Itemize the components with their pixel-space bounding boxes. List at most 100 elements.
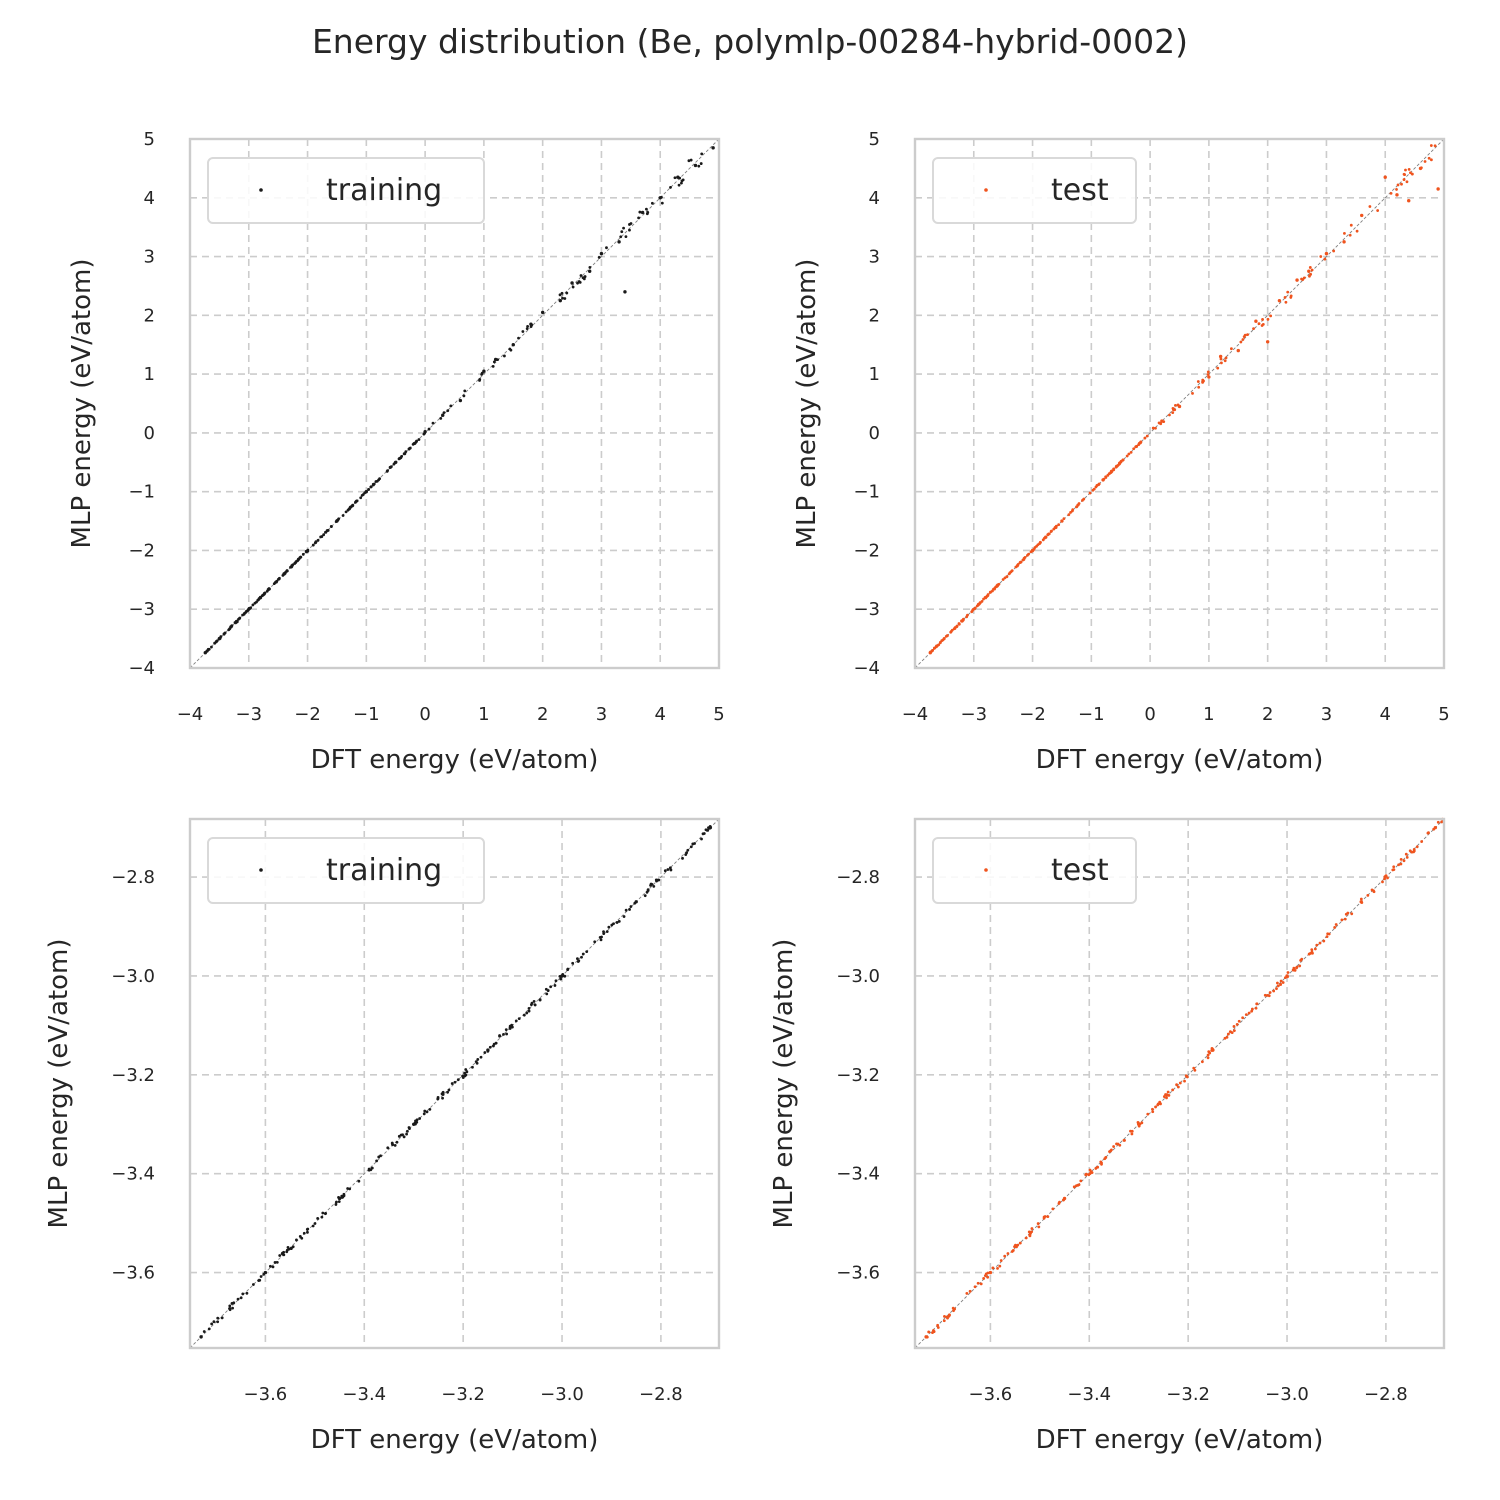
data-point <box>700 837 703 841</box>
data-point <box>1006 1252 1010 1255</box>
data-point <box>1062 517 1066 521</box>
data-point <box>640 210 645 215</box>
data-point <box>1324 251 1329 256</box>
data-point <box>605 930 609 934</box>
data-point <box>1399 858 1403 861</box>
data-point <box>428 1108 432 1111</box>
data-point <box>986 1271 990 1275</box>
data-point <box>388 466 392 469</box>
data-point <box>1289 296 1293 299</box>
data-point <box>268 587 271 591</box>
data-point <box>529 322 533 326</box>
y-tick-label: −2.8 <box>836 867 880 888</box>
data-point <box>1412 848 1416 851</box>
data-point <box>1197 385 1201 389</box>
data-point <box>1372 890 1376 894</box>
data-point <box>1095 484 1099 487</box>
data-point <box>491 365 495 368</box>
data-point <box>502 1032 505 1036</box>
data-point <box>399 1133 403 1137</box>
data-point <box>216 1316 220 1320</box>
data-point <box>943 1315 946 1318</box>
data-point <box>527 1007 531 1010</box>
subplot-top-right: −4 −3 −2 −1 0 1 2 3 4 5 −4 −3 −2 −1 0 1 2 3 4 5 DFT energy (… <box>792 129 1450 775</box>
data-point <box>313 1222 317 1225</box>
data-point <box>239 1296 243 1300</box>
data-point <box>436 1097 440 1101</box>
data-point <box>1260 324 1264 327</box>
page-title: Energy distribution (Be, polymlp-00284-h… <box>311 22 1189 61</box>
data-point <box>230 1302 234 1305</box>
data-point <box>998 1264 1002 1268</box>
data-point <box>514 1019 518 1023</box>
data-point <box>458 398 463 403</box>
data-point <box>492 360 496 364</box>
data-point <box>246 608 250 612</box>
data-point <box>576 957 579 961</box>
data-point <box>1090 1171 1094 1175</box>
data-point <box>1225 1035 1229 1039</box>
data-point <box>306 1230 309 1234</box>
data-point <box>563 297 567 300</box>
legend-label: test <box>1051 173 1109 208</box>
data-point <box>517 336 520 340</box>
x-tick-label: −3.2 <box>441 1384 485 1405</box>
y-tick-label: −1 <box>853 482 880 503</box>
data-point <box>285 569 289 573</box>
data-point <box>482 369 486 373</box>
data-point <box>493 357 498 362</box>
data-point <box>370 1166 374 1170</box>
data-point <box>286 1245 290 1249</box>
data-point <box>1145 434 1149 438</box>
data-point <box>408 446 412 450</box>
data-point <box>1171 1088 1175 1092</box>
data-point <box>545 992 549 996</box>
data-point <box>628 228 631 232</box>
data-point <box>446 1090 450 1094</box>
data-point <box>951 1306 955 1310</box>
data-point <box>1121 458 1125 462</box>
data-point <box>1309 272 1313 276</box>
data-point <box>1024 1236 1028 1240</box>
data-point <box>415 1118 419 1122</box>
data-point <box>645 890 649 894</box>
data-point <box>945 634 949 638</box>
data-point <box>1326 932 1330 936</box>
data-point <box>1176 1085 1180 1089</box>
data-point <box>560 974 564 978</box>
data-point <box>1208 1051 1212 1055</box>
data-point <box>1201 380 1205 384</box>
data-point <box>1395 193 1399 197</box>
data-point <box>1022 558 1026 561</box>
data-point <box>404 450 408 454</box>
data-point <box>1129 451 1133 454</box>
data-point <box>1313 947 1317 951</box>
data-point <box>1067 513 1071 517</box>
data-point <box>398 456 402 460</box>
data-point <box>1112 1145 1116 1148</box>
data-point <box>1386 876 1389 880</box>
data-point <box>1250 1007 1254 1011</box>
data-point <box>1026 553 1029 557</box>
data-point <box>1003 1254 1007 1258</box>
data-point <box>561 296 564 300</box>
data-point <box>1151 1107 1154 1111</box>
data-point <box>360 493 364 497</box>
data-point <box>1081 498 1084 502</box>
data-point <box>1223 359 1227 363</box>
data-point <box>1436 820 1440 824</box>
data-point <box>980 599 984 603</box>
data-point <box>1359 897 1363 901</box>
data-point <box>1146 1112 1150 1116</box>
data-point <box>1206 1053 1210 1057</box>
data-point <box>1104 476 1108 479</box>
data-point <box>957 622 961 626</box>
data-point <box>471 1065 474 1069</box>
data-point <box>600 935 603 939</box>
data-point <box>525 1011 529 1015</box>
data-point <box>357 1179 361 1183</box>
y-tick-label: 3 <box>144 247 155 268</box>
data-point <box>617 240 621 244</box>
data-point <box>321 1211 325 1215</box>
data-point <box>212 1320 216 1324</box>
